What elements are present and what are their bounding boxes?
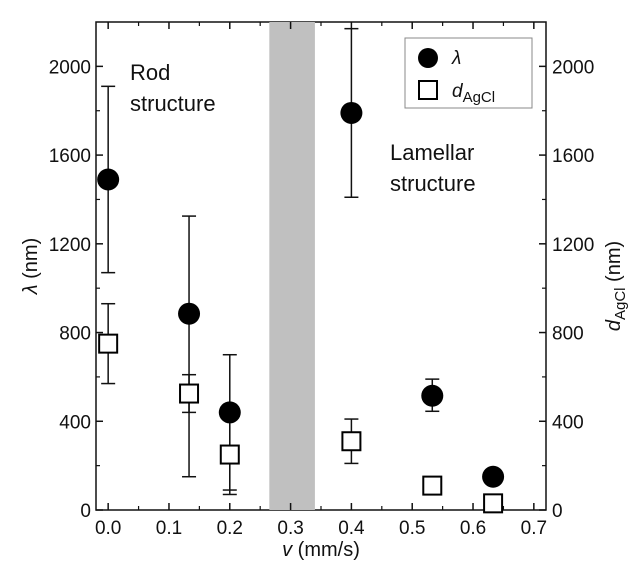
- x-tick-label: 0.3: [277, 518, 303, 539]
- data-point-lambda: [97, 168, 120, 191]
- x-axis-title: v (mm/s): [282, 539, 360, 561]
- data-point-lambda: [421, 384, 444, 407]
- y-left-axis-title: λ (nm): [20, 238, 42, 296]
- y-left-tick-label: 0: [80, 501, 91, 522]
- data-point-dagcl: [179, 383, 200, 404]
- x-axis-title-unit: (mm/s): [292, 539, 360, 561]
- legend-label-dagcl-symbol: d: [452, 81, 464, 102]
- data-point-dagcl: [422, 475, 443, 496]
- data-point-lambda: [340, 101, 363, 124]
- annotation-rod-line2: structure: [130, 91, 216, 116]
- x-tick-label: 0.6: [460, 518, 486, 539]
- legend-label-lambda: λ: [451, 48, 461, 69]
- annotation-lamellar-line1: Lamellar: [390, 140, 474, 165]
- y-right-tick-label: 0: [552, 501, 563, 522]
- y-right-axis-title-symbol: d: [603, 319, 625, 331]
- legend-label-dagcl-subscript: AgCl: [463, 89, 496, 106]
- x-tick-label: 0.1: [156, 518, 182, 539]
- y-right-tick-label: 400: [552, 412, 584, 433]
- legend-filled-circle-marker: [418, 48, 438, 68]
- data-point-lambda: [178, 302, 201, 325]
- y-right-tick-label: 800: [552, 324, 584, 345]
- y-left-tick-label: 800: [59, 324, 91, 345]
- y-left-axis-title-unit: (nm): [20, 238, 42, 285]
- data-point-lambda: [482, 465, 505, 488]
- y-left-tick-label: 1600: [49, 146, 91, 167]
- annotation-lamellar-line2: structure: [390, 171, 476, 196]
- x-tick-label: 0.0: [95, 518, 121, 539]
- legend-open-square-marker: [418, 80, 438, 100]
- y-left-tick-label: 400: [59, 412, 91, 433]
- x-tick-label: 0.2: [217, 518, 243, 539]
- x-axis-title-symbol: v: [282, 539, 293, 561]
- data-point-dagcl: [98, 333, 119, 354]
- x-tick-label: 0.5: [399, 518, 425, 539]
- data-point-dagcl: [219, 444, 240, 465]
- data-point-dagcl: [341, 431, 362, 452]
- x-tick-label: 0.4: [338, 518, 365, 539]
- y-right-tick-label: 1200: [552, 235, 594, 256]
- legend-label-dagcl: dAgCl: [452, 81, 495, 106]
- y-left-tick-label: 2000: [49, 57, 91, 78]
- shaded-band: [269, 22, 315, 510]
- y-right-tick-label: 2000: [552, 57, 594, 78]
- y-right-tick-label: 1600: [552, 146, 594, 167]
- data-point-lambda: [218, 401, 241, 424]
- y-left-axis-title-symbol: λ: [20, 284, 42, 295]
- data-point-dagcl: [483, 493, 504, 514]
- y-left-tick-label: 1200: [49, 235, 91, 256]
- x-tick-label: 0.7: [521, 518, 547, 539]
- ticks-layer: 0.0 0.1 0.2 0.3 0.4 0.5 0.6 0.70400800120016002…: [49, 22, 594, 539]
- y-right-axis-title-subscript: AgCl: [612, 288, 629, 321]
- annotation-rod-line1: Rod: [130, 60, 170, 85]
- series-layer: [97, 27, 505, 514]
- y-right-axis-title-unit: (nm): [603, 241, 625, 288]
- y-right-axis-title: dAgCl (nm): [603, 241, 629, 331]
- legend: λ dAgCl: [404, 37, 533, 109]
